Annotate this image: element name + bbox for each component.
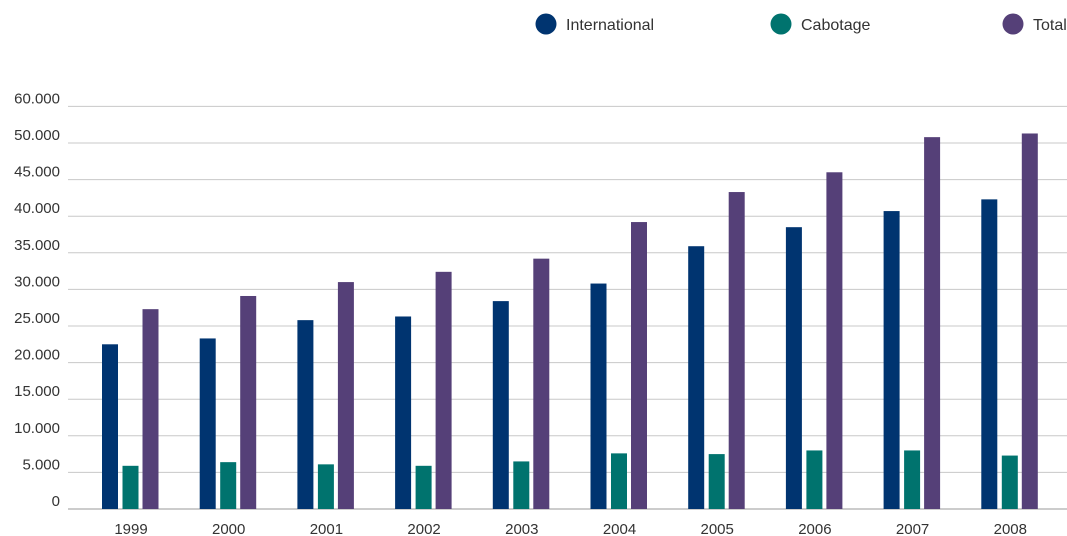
y-tick-label: 10.000 bbox=[14, 420, 60, 437]
bar-total-2001 bbox=[337, 282, 354, 509]
bar-cabotage-2002 bbox=[415, 465, 432, 509]
bar-cabotage-2003 bbox=[513, 461, 530, 509]
bar-total-2002 bbox=[435, 271, 452, 509]
bar-international-2007 bbox=[883, 211, 900, 510]
y-tick-label: 45.000 bbox=[14, 164, 60, 181]
bar-cabotage-1999 bbox=[122, 465, 139, 509]
bar-total-2004 bbox=[631, 222, 647, 509]
bar-cabotage-2005 bbox=[708, 454, 725, 509]
bar-total-2006 bbox=[826, 172, 843, 509]
x-tick-label: 2008 bbox=[994, 521, 1027, 536]
x-tick-label: 2006 bbox=[798, 521, 831, 536]
legend-label-total: Total bbox=[1033, 17, 1067, 34]
y-tick-label: 15.000 bbox=[14, 383, 60, 400]
legend-marker-total bbox=[1002, 13, 1024, 35]
y-tick-label: 35.000 bbox=[14, 237, 60, 254]
bar-total-2005 bbox=[728, 192, 745, 509]
bar-cabotage-2000 bbox=[220, 462, 237, 509]
bar-cabotage-2006 bbox=[806, 450, 823, 509]
bar-international-2002 bbox=[395, 316, 412, 509]
bar-international-2005 bbox=[688, 246, 705, 509]
legend: International Cabotage Total bbox=[535, 13, 1067, 35]
bar-international-1999 bbox=[102, 344, 118, 509]
x-tick-label: 2005 bbox=[701, 521, 734, 536]
grid bbox=[68, 105, 1067, 510]
bar-international-2006 bbox=[785, 227, 802, 509]
bar-cabotage-2001 bbox=[317, 464, 334, 509]
x-axis: 1999 2000 2001 2002 2003 2004 2005 2006 2007 2008 bbox=[114, 521, 1027, 536]
y-tick-label: 60.000 bbox=[14, 90, 60, 107]
y-axis: 0 5.000 10.000 15.000 20.000 25.000 30.000 35.0… bbox=[14, 90, 60, 510]
legend-marker-cabotage bbox=[770, 13, 792, 35]
x-tick-label: 1999 bbox=[114, 521, 147, 536]
x-tick-label: 2002 bbox=[407, 521, 440, 536]
bar-total-2003 bbox=[533, 258, 550, 509]
y-tick-label: 5.000 bbox=[22, 456, 60, 473]
bars bbox=[102, 133, 1038, 510]
bar-international-2008 bbox=[981, 199, 998, 509]
bar-total-2008 bbox=[1021, 133, 1038, 509]
bar-international-2001 bbox=[297, 320, 314, 509]
y-tick-label: 50.000 bbox=[14, 127, 60, 144]
bar-international-2004 bbox=[590, 283, 607, 509]
y-tick-label: 40.000 bbox=[14, 200, 60, 217]
legend-label-international: International bbox=[566, 17, 654, 34]
x-tick-label: 2001 bbox=[310, 521, 343, 536]
x-tick-label: 2004 bbox=[603, 521, 636, 536]
bar-cabotage-2004 bbox=[611, 453, 627, 509]
x-tick-label: 2007 bbox=[896, 521, 929, 536]
bar-total-2000 bbox=[240, 295, 257, 509]
legend-marker-international bbox=[535, 13, 557, 35]
bar-international-2003 bbox=[492, 301, 509, 509]
bar-cabotage-2008 bbox=[1001, 455, 1018, 509]
bar-total-1999 bbox=[142, 309, 159, 509]
bar-international-2000 bbox=[199, 338, 216, 509]
y-tick-label: 30.000 bbox=[14, 273, 60, 290]
bar-total-2007 bbox=[924, 137, 941, 510]
bar-cabotage-2007 bbox=[904, 450, 921, 509]
y-tick-label: 25.000 bbox=[14, 310, 60, 327]
legend-label-cabotage: Cabotage bbox=[801, 17, 870, 34]
y-tick-label: 20.000 bbox=[14, 347, 60, 364]
x-tick-label: 2003 bbox=[505, 521, 538, 536]
y-tick-label: 0 bbox=[52, 493, 60, 510]
x-tick-label: 2000 bbox=[212, 521, 245, 536]
